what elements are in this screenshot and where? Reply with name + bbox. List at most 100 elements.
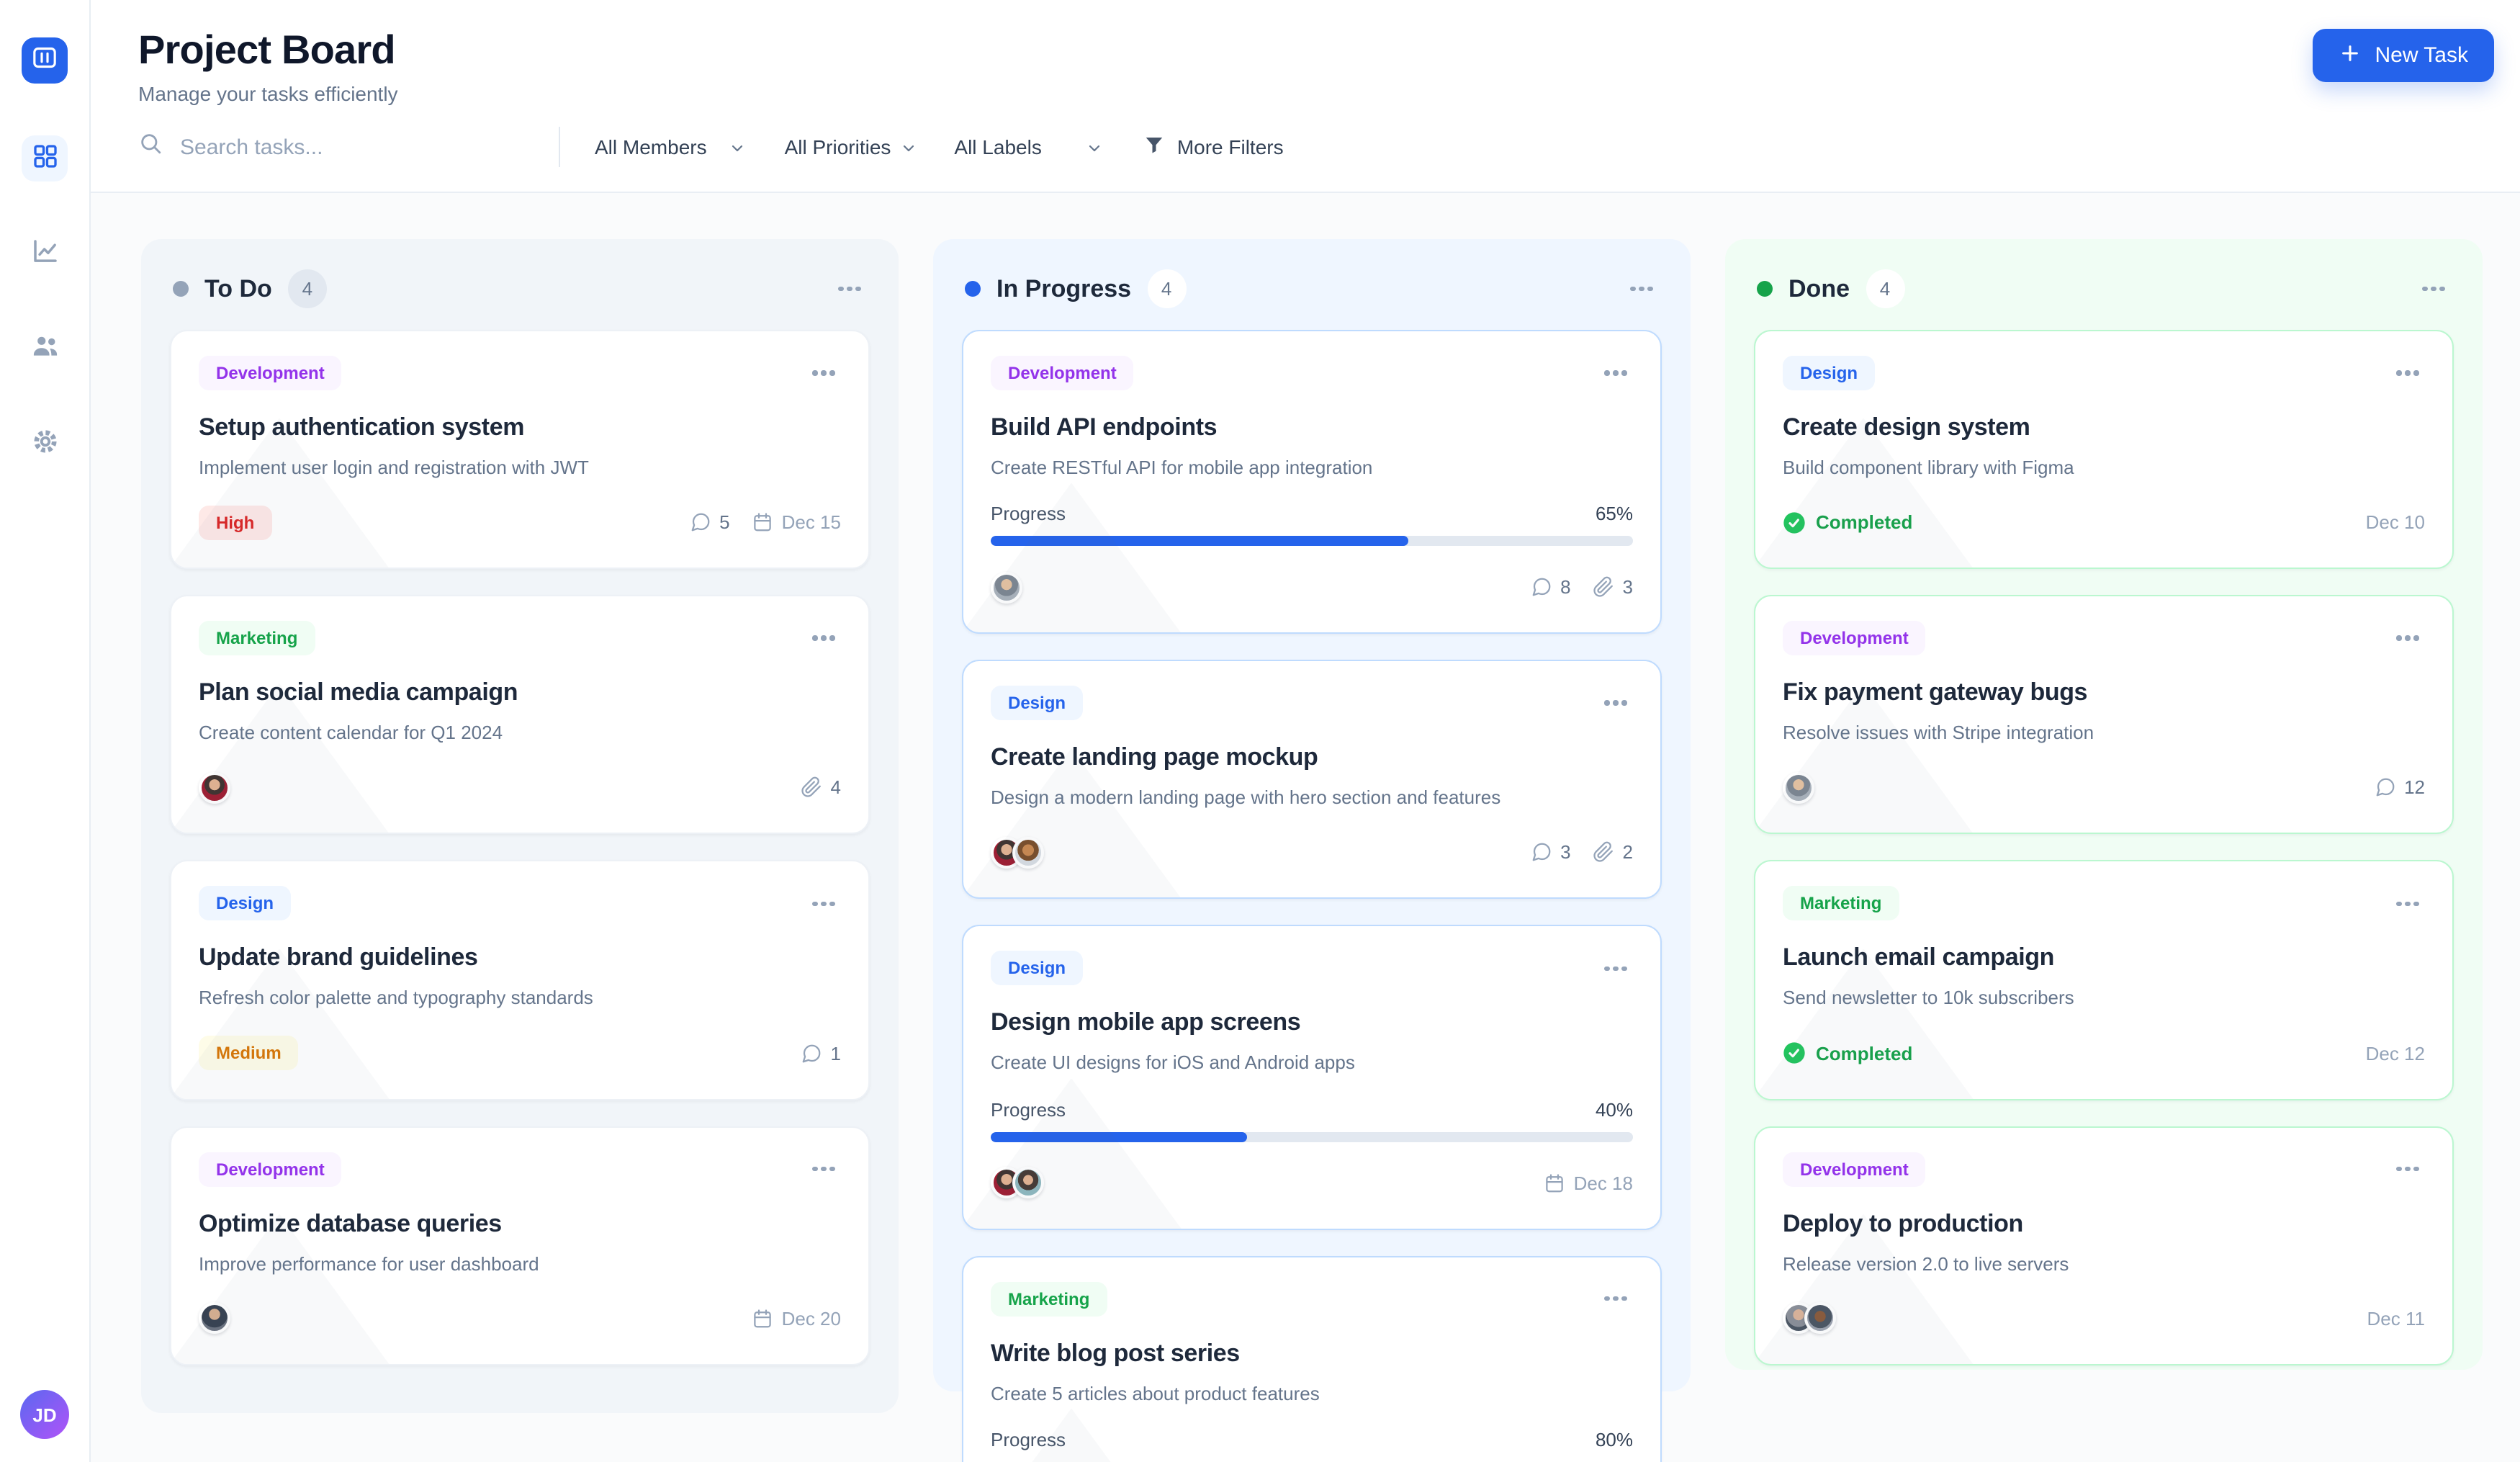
column-header: In Progress4 bbox=[962, 265, 1662, 330]
card-footer-left: Completed bbox=[1783, 1041, 1912, 1064]
task-card[interactable]: MarketingLaunch email campaignSend newsl… bbox=[1754, 861, 2454, 1100]
card-menu-button[interactable] bbox=[806, 356, 841, 390]
column-menu-button[interactable] bbox=[2416, 272, 2451, 306]
more-filters-button[interactable]: More Filters bbox=[1144, 134, 1284, 160]
card-menu-button[interactable] bbox=[806, 1152, 841, 1186]
card-menu-button[interactable] bbox=[1598, 686, 1633, 720]
progress-value: 80% bbox=[1596, 1429, 1633, 1450]
card-meta: Dec 18 bbox=[1544, 1172, 1633, 1193]
kanban-board-icon bbox=[30, 42, 59, 79]
due-date-text: Dec 11 bbox=[2367, 1308, 2425, 1329]
card-footer-left bbox=[199, 772, 230, 804]
page-header: Project Board Manage your tasks efficien… bbox=[91, 0, 2520, 193]
sidebar-item-board[interactable] bbox=[22, 135, 68, 181]
plus-icon bbox=[2339, 41, 2362, 70]
task-card[interactable]: DesignDesign mobile app screensCreate UI… bbox=[962, 925, 1662, 1229]
column-menu-button[interactable] bbox=[832, 272, 867, 306]
progress-bar-fill bbox=[991, 536, 1408, 546]
card-menu-button[interactable] bbox=[2390, 887, 2425, 921]
priority-badge: High bbox=[199, 505, 271, 539]
task-card[interactable]: DevelopmentBuild API endpointsCreate RES… bbox=[962, 330, 1662, 634]
assignee-avatars bbox=[991, 571, 1022, 603]
card-header: Design bbox=[199, 887, 841, 921]
card-meta: Dec 11 bbox=[2367, 1308, 2425, 1329]
ellipsis-icon bbox=[847, 287, 852, 292]
card-label-badge: Development bbox=[199, 1152, 342, 1186]
chevron-down-icon bbox=[729, 138, 746, 156]
task-card[interactable]: DesignCreate landing page mockupDesign a… bbox=[962, 660, 1662, 899]
attachments-count: 3 bbox=[1593, 576, 1633, 598]
task-card[interactable]: DevelopmentDeploy to productionRelease v… bbox=[1754, 1126, 2454, 1365]
sidebar-item-settings[interactable] bbox=[22, 421, 68, 467]
card-title: Write blog post series bbox=[991, 1339, 1633, 1368]
task-card[interactable]: DevelopmentFix payment gateway bugsResol… bbox=[1754, 595, 2454, 834]
search-input[interactable] bbox=[180, 135, 559, 159]
check-circle-icon bbox=[1783, 511, 1806, 534]
task-card[interactable]: DevelopmentSetup authentication systemIm… bbox=[170, 330, 870, 569]
priority-badge: Medium bbox=[199, 1036, 299, 1070]
card-description: Refresh color palette and typography sta… bbox=[199, 986, 841, 1012]
sidebar-item-analytics[interactable] bbox=[22, 230, 68, 277]
card-menu-button[interactable] bbox=[1598, 1281, 1633, 1316]
progress-value: 65% bbox=[1596, 503, 1633, 524]
attachments-number: 2 bbox=[1623, 842, 1633, 864]
card-label-badge: Design bbox=[1783, 356, 1875, 390]
labels-filter[interactable]: All Labels bbox=[954, 135, 1103, 158]
progress-header: Progress65% bbox=[991, 503, 1633, 524]
card-label-badge: Development bbox=[991, 356, 1134, 390]
page-subtitle: Manage your tasks efficiently bbox=[138, 82, 398, 105]
task-card[interactable]: Marketing Plan social media campaign Creat… bbox=[170, 595, 870, 834]
card-menu-button[interactable] bbox=[2390, 621, 2425, 655]
members-filter[interactable]: All Members bbox=[595, 135, 746, 158]
column-menu-button[interactable] bbox=[1624, 272, 1659, 306]
paperclip-icon bbox=[801, 777, 822, 799]
card-label-badge: Design bbox=[199, 887, 291, 921]
ellipsis-icon bbox=[1639, 287, 1644, 292]
card-label-badge: Design bbox=[991, 951, 1083, 986]
comments-count: 5 bbox=[689, 511, 729, 533]
card-meta: Dec 10 bbox=[2366, 511, 2425, 533]
comments-number: 8 bbox=[1560, 576, 1570, 598]
due-date: Dec 12 bbox=[2366, 1042, 2425, 1064]
card-menu-button[interactable] bbox=[2390, 356, 2425, 390]
column-status-dot bbox=[1757, 281, 1773, 297]
card-description: Resolve issues with Stripe integration bbox=[1783, 720, 2425, 746]
task-card[interactable]: DesignCreate design systemBuild componen… bbox=[1754, 330, 2454, 569]
app-logo[interactable] bbox=[22, 37, 68, 84]
column-status-dot bbox=[173, 281, 189, 297]
progress-value: 40% bbox=[1596, 1098, 1633, 1120]
card-header: Development bbox=[1783, 1152, 2425, 1186]
card-menu-button[interactable] bbox=[806, 887, 841, 921]
card-menu-button[interactable] bbox=[2390, 1152, 2425, 1186]
main-area: Project Board Manage your tasks efficien… bbox=[91, 0, 2520, 1462]
card-menu-button[interactable] bbox=[1598, 951, 1633, 986]
card-menu-button[interactable] bbox=[1598, 356, 1633, 390]
card-title: Plan social media campaign bbox=[199, 678, 841, 707]
board: To Do 4 DevelopmentSetup authentication sy… bbox=[91, 193, 2520, 1462]
card-footer: Completed Dec 10 bbox=[1783, 504, 2425, 540]
assignee-avatars bbox=[1783, 772, 1814, 804]
progress-header: Progress40% bbox=[991, 1098, 1633, 1120]
column-title: To Do bbox=[204, 274, 272, 303]
task-card[interactable]: MarketingWrite blog post seriesCreate 5 … bbox=[962, 1255, 1662, 1462]
user-avatar[interactable]: JD bbox=[20, 1390, 69, 1439]
ellipsis-icon bbox=[1614, 1296, 1619, 1301]
new-task-button[interactable]: New Task bbox=[2313, 29, 2495, 82]
calendar-icon bbox=[752, 511, 773, 533]
assignee-avatars bbox=[199, 772, 230, 804]
comments-count: 8 bbox=[1530, 576, 1570, 598]
card-footer-left: Completed bbox=[1783, 511, 1912, 534]
task-card[interactable]: DevelopmentOptimize database queriesImpr… bbox=[170, 1126, 870, 1365]
chevron-down-icon bbox=[1086, 138, 1104, 156]
task-card[interactable]: DesignUpdate brand guidelinesRefresh col… bbox=[170, 861, 870, 1100]
card-footer: 12 bbox=[1783, 770, 2425, 806]
sidebar-nav bbox=[22, 135, 68, 467]
card-menu-button[interactable] bbox=[806, 621, 841, 655]
card-label-badge: Marketing bbox=[199, 621, 315, 655]
sidebar: JD bbox=[0, 0, 91, 1462]
card-footer: 4 bbox=[199, 770, 841, 806]
priorities-filter[interactable]: All Priorities bbox=[785, 135, 917, 158]
sidebar-item-team[interactable] bbox=[22, 326, 68, 372]
card-description: Create content calendar for Q1 2024 bbox=[199, 720, 841, 746]
card-footer: 32 bbox=[991, 835, 1633, 871]
